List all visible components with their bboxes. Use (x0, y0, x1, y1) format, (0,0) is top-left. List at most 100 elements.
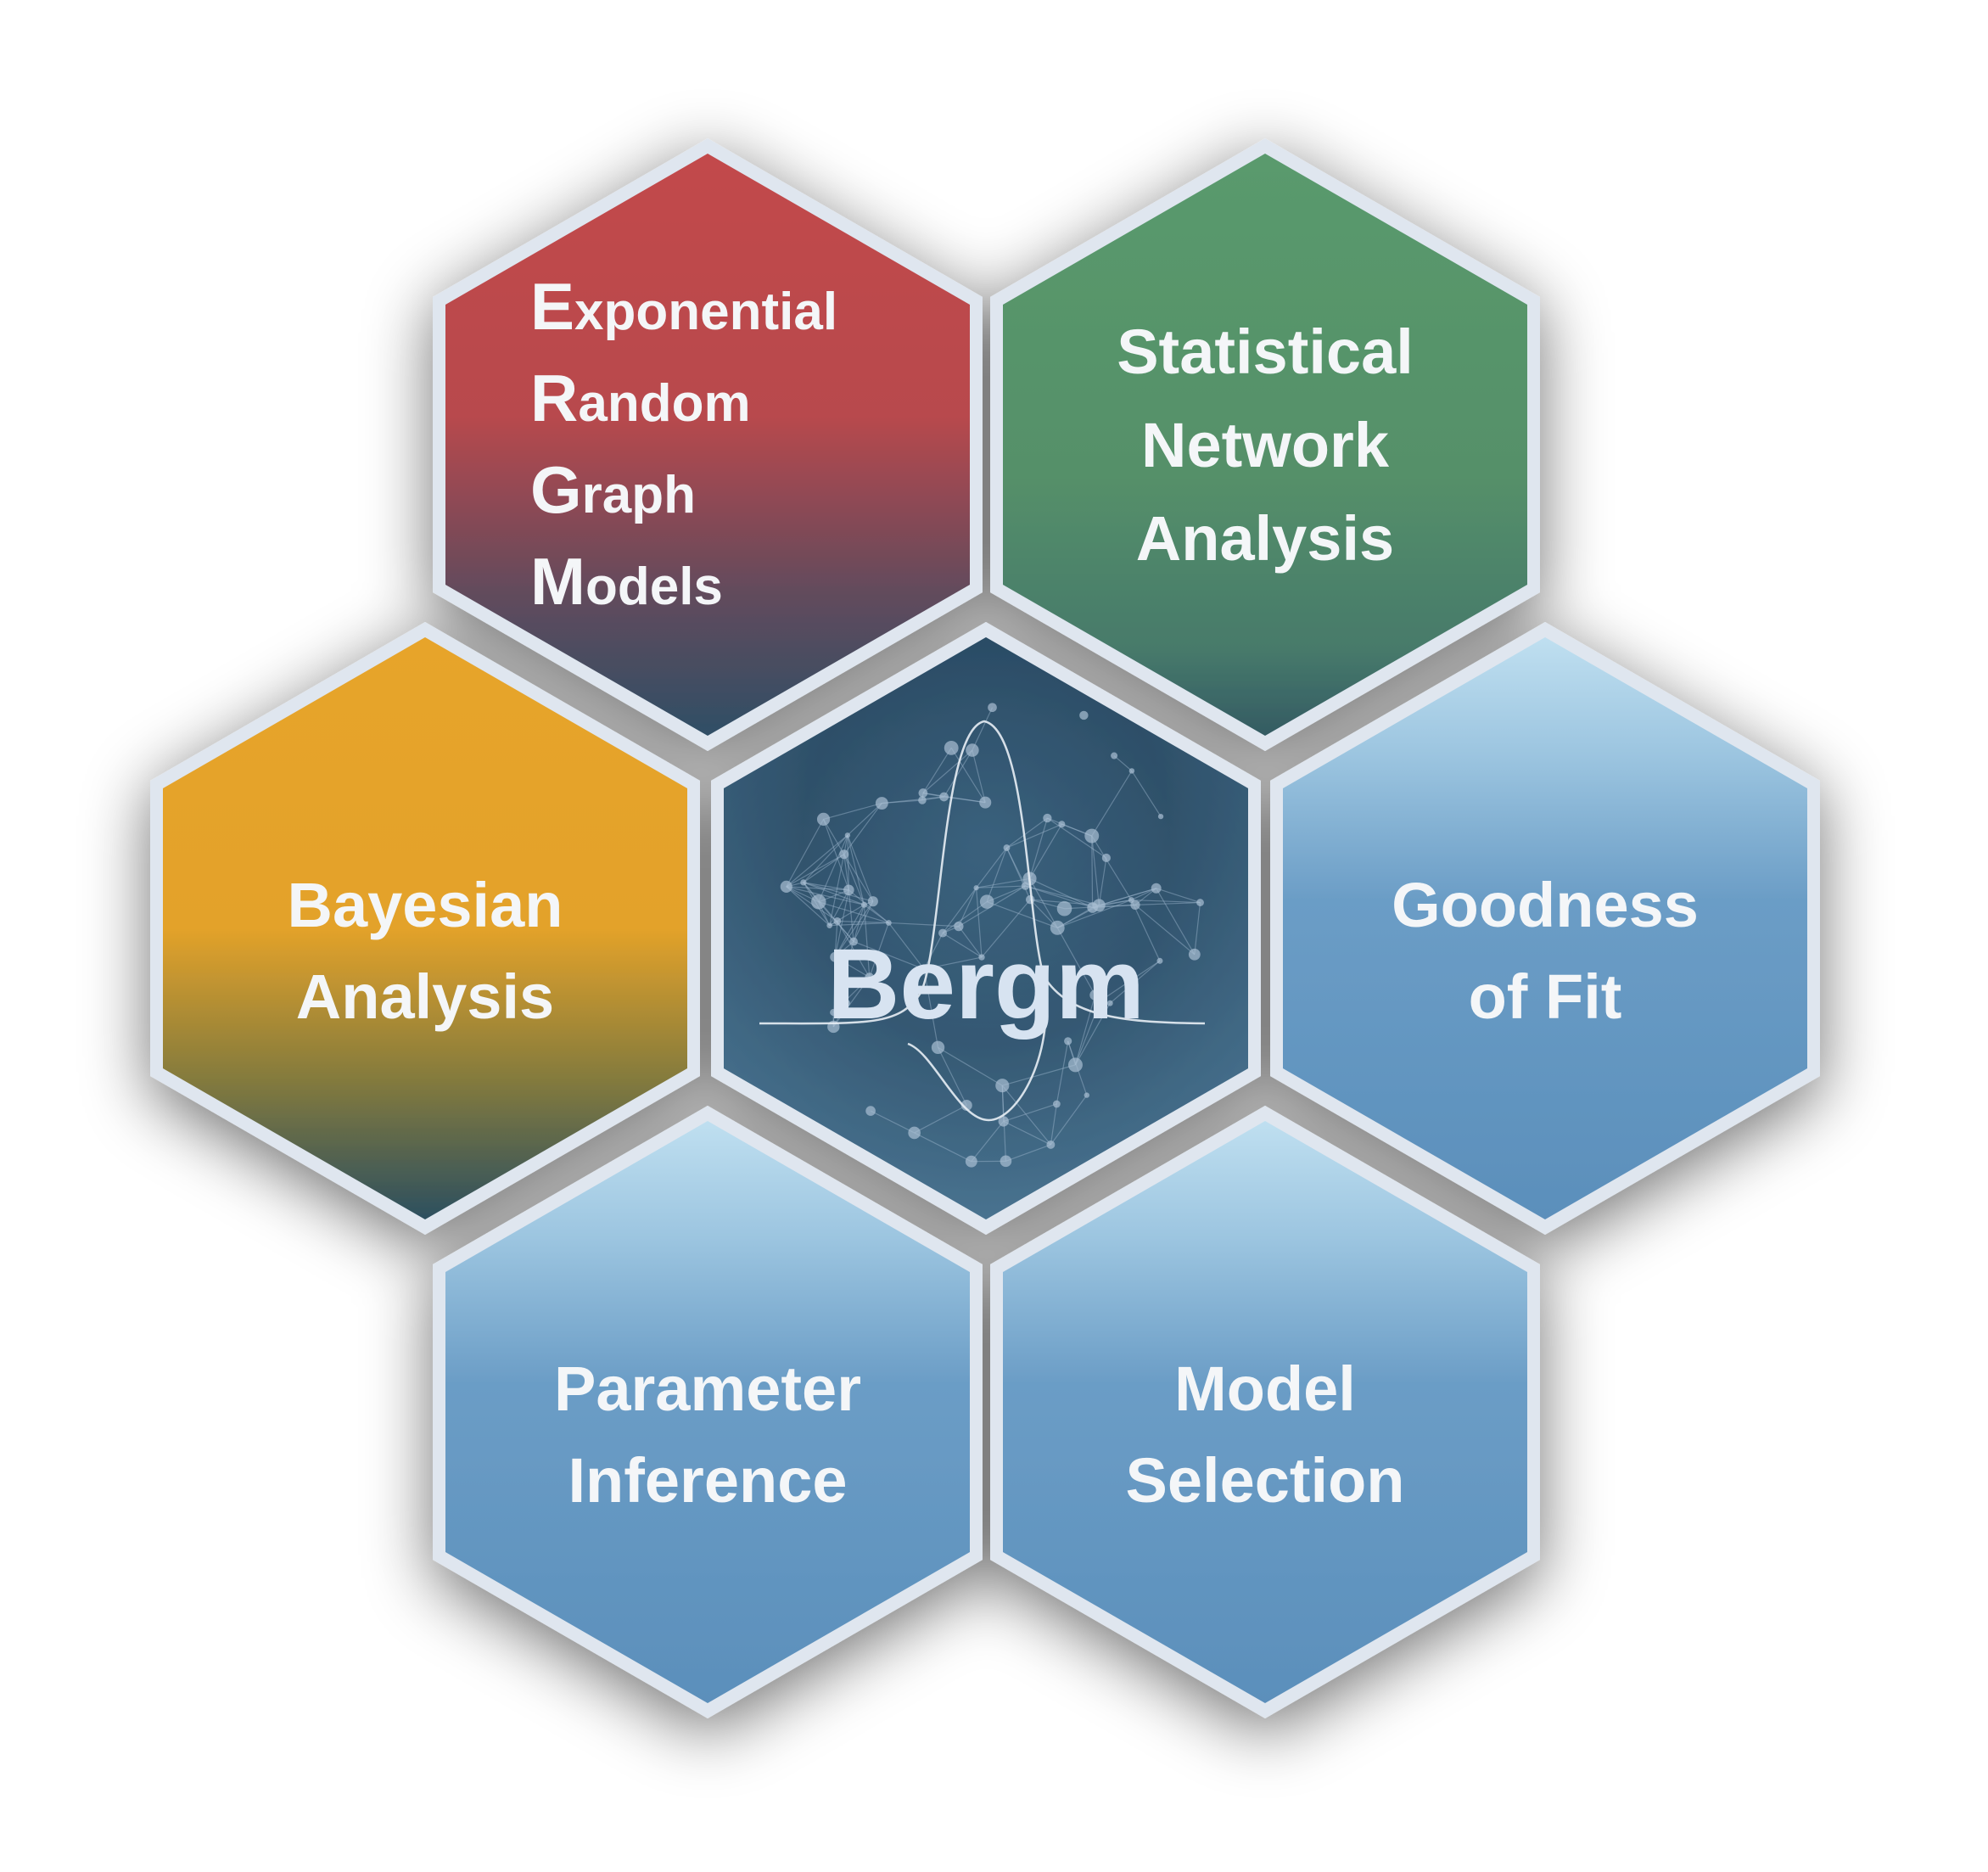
network-edge (1056, 1040, 1069, 1105)
network-edge (923, 968, 939, 1048)
network-node (1025, 894, 1035, 905)
network-edge (834, 921, 838, 957)
hex-bayesian-analysis[interactable] (150, 622, 700, 1235)
network-node (1056, 900, 1072, 916)
network-node (839, 849, 849, 860)
hex-bergm-center[interactable] (711, 622, 1261, 1235)
network-node (843, 884, 854, 896)
network-edge (922, 748, 952, 793)
network-node (1079, 710, 1089, 720)
network-edge (976, 885, 1026, 888)
network-edge (818, 901, 889, 924)
network-edge (1025, 885, 1093, 909)
network-edge (843, 854, 874, 902)
svg-text:Models: Models (530, 544, 723, 619)
network-node (973, 885, 979, 891)
ms-label: Model Selection (1126, 1354, 1405, 1516)
network-node (918, 788, 928, 798)
hex-goodness-of-fit[interactable] (1270, 622, 1820, 1235)
network-node (1067, 1057, 1083, 1073)
network-node (938, 928, 948, 938)
network-edge (837, 921, 871, 978)
network-edge (786, 854, 845, 888)
network-edge (1194, 902, 1201, 955)
network-node (998, 1116, 1009, 1127)
network-edge (1091, 836, 1094, 908)
hexagon-cluster (150, 138, 1820, 1718)
network-node (1096, 997, 1104, 1005)
network-edge (937, 1047, 967, 1106)
network-edge (803, 882, 865, 905)
network-edge (832, 977, 871, 1028)
network-node (1188, 948, 1201, 961)
network-edge (1047, 817, 1107, 859)
network-edge (1005, 847, 1031, 900)
network-node (1003, 844, 1011, 851)
network-edge (882, 796, 944, 804)
bayes-line-1: Bayesian (288, 870, 563, 940)
network-edge (1109, 960, 1161, 1004)
network-edge (853, 900, 874, 942)
network-node (867, 896, 878, 907)
network-node (833, 916, 842, 925)
bayes-label: Bayesian Analysis (288, 870, 563, 1032)
network-node (830, 951, 841, 962)
svg-text:Graph: Graph (530, 452, 696, 527)
network-node (979, 796, 992, 809)
network-edge (803, 882, 874, 902)
network-edge (944, 749, 973, 798)
network-edge (1050, 1103, 1057, 1145)
hex-ergm[interactable] (433, 138, 983, 751)
network-edge (1002, 1064, 1076, 1086)
network-edge (1130, 900, 1161, 961)
network-edge (986, 901, 1058, 928)
pi-line-1: Parameter (554, 1354, 861, 1424)
center-title: Bergm (827, 928, 1145, 1040)
gof-label: Goodness of Fit (1392, 870, 1699, 1032)
network-node (844, 832, 851, 838)
ergm-label: Exponential Random Graph Models (530, 269, 837, 619)
network-edge (986, 847, 1008, 902)
network-edge (847, 835, 874, 902)
network-node (966, 743, 979, 757)
network-edge (837, 920, 889, 924)
network-node (1043, 813, 1052, 823)
hex-model-selection[interactable] (990, 1106, 1540, 1718)
network-edge (870, 1110, 915, 1134)
hex-ms-face (1003, 1121, 1527, 1703)
sna-line-3: Analysis (1136, 503, 1394, 574)
hex-statistical-network-analysis[interactable] (990, 138, 1540, 751)
ergm-initial-r: R (530, 361, 578, 435)
network-edge (976, 877, 1030, 888)
network-edge (829, 854, 845, 926)
network-edge (863, 905, 871, 978)
bayes-line-2: Analysis (296, 961, 554, 1032)
network-node (780, 880, 792, 893)
network-edge (818, 835, 848, 903)
sna-label: Statistical Network Analysis (1117, 317, 1414, 574)
network-edge (843, 854, 865, 905)
svg-text:Exponential: Exponential (530, 269, 837, 344)
network-edge (847, 803, 882, 836)
network-node (1101, 853, 1111, 863)
network-edge (972, 749, 986, 803)
hex-bayes-face (163, 637, 687, 1219)
network-edge (1029, 823, 1062, 879)
network-node (1052, 1100, 1061, 1108)
network-edge (834, 889, 849, 957)
network-edge (1005, 1144, 1051, 1162)
hex-parameter-inference[interactable] (433, 1106, 983, 1718)
network-node (1000, 1155, 1012, 1168)
network-edge (1005, 847, 1027, 887)
network-node (944, 740, 959, 755)
network-edge (958, 926, 983, 958)
network-edge (1025, 885, 1100, 906)
network-edge (888, 922, 959, 928)
network-node (1084, 1092, 1089, 1098)
network-edge (803, 882, 849, 891)
network-edge (1029, 817, 1048, 879)
network-edge (843, 803, 882, 855)
pi-label: Parameter Inference (554, 1354, 861, 1516)
gof-line-1: Goodness (1392, 870, 1699, 940)
network-node (1050, 920, 1065, 935)
